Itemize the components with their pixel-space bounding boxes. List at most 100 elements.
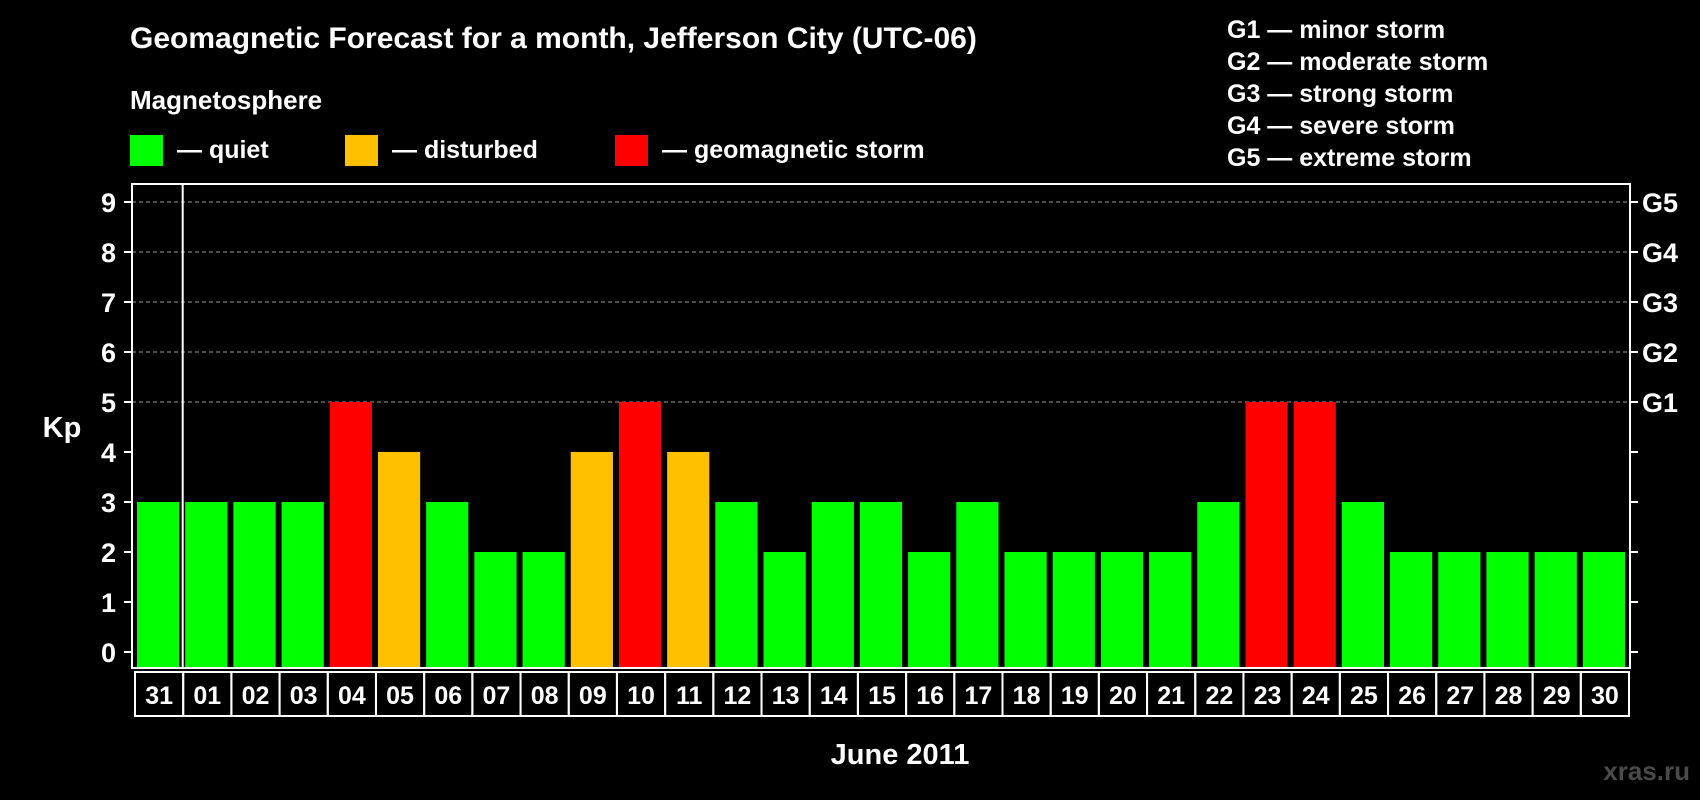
bar-day-02 bbox=[233, 502, 276, 667]
bar-day-04 bbox=[329, 402, 372, 667]
plot-frame bbox=[131, 183, 1631, 669]
x-tick-label-08: 08 bbox=[531, 682, 559, 710]
y-tick-label-4: 4 bbox=[101, 438, 116, 468]
bar-series bbox=[137, 402, 1625, 667]
bar-day-28 bbox=[1486, 552, 1529, 667]
storm-scale-legend: G1 — minor storm G2 — moderate storm G3 — … bbox=[1227, 16, 1488, 172]
y-tick-label-7: 7 bbox=[101, 288, 116, 318]
legend-label-storm: — geomagnetic storm bbox=[662, 136, 925, 164]
x-tick-label-06: 06 bbox=[434, 682, 462, 710]
y-tick-label-9: 9 bbox=[101, 188, 116, 218]
x-tick-label-20: 20 bbox=[1109, 682, 1137, 710]
y-axis-label: Kp bbox=[43, 412, 82, 444]
y-tick-label-0: 0 bbox=[101, 638, 116, 668]
legend-swatch-quiet bbox=[130, 135, 163, 166]
legend-swatch-storm bbox=[615, 135, 648, 166]
watermark: xras.ru bbox=[1603, 756, 1690, 786]
x-tick-label-11: 11 bbox=[676, 682, 703, 710]
bar-day-11 bbox=[667, 452, 710, 667]
grid-lines bbox=[132, 201, 1630, 403]
chart-title: Geomagnetic Forecast for a month, Jeffer… bbox=[130, 22, 977, 55]
bar-day-27 bbox=[1438, 552, 1481, 667]
x-axis: 31 01 02 03 04 05 06 07 08 09 10 11 12 13 14 15 16 17 18 19… bbox=[134, 671, 1630, 717]
bar-day-01 bbox=[185, 502, 228, 667]
bar-day-06 bbox=[426, 502, 469, 667]
bar-day-08 bbox=[522, 552, 565, 667]
chart-subtitle: Magnetosphere bbox=[130, 85, 322, 115]
x-tick-label-27: 27 bbox=[1446, 682, 1474, 710]
bar-day-21 bbox=[1149, 552, 1192, 667]
x-tick-label-12: 12 bbox=[724, 682, 752, 710]
x-axis-label: June 2011 bbox=[831, 739, 970, 771]
x-tick-label-29: 29 bbox=[1543, 682, 1571, 710]
x-tick-label-21: 21 bbox=[1157, 682, 1185, 710]
storm-level-label-g1: G1 bbox=[1642, 388, 1678, 418]
x-tick-label-07: 07 bbox=[483, 682, 511, 710]
x-tick-label-25: 25 bbox=[1350, 682, 1378, 710]
storm-level-axis: G1 G2 G3 G4 G5 bbox=[1630, 188, 1678, 653]
x-tick-label-15: 15 bbox=[868, 682, 896, 710]
storm-scale-entry-g4: G4 — severe storm bbox=[1227, 112, 1455, 140]
y-tick-label-5: 5 bbox=[101, 388, 116, 418]
x-tick-label-28: 28 bbox=[1495, 682, 1523, 710]
x-tick-label-24: 24 bbox=[1302, 682, 1330, 710]
legend-label-disturbed: — disturbed bbox=[392, 136, 538, 164]
x-tick-box-30 bbox=[1579, 671, 1630, 717]
y-tick-label-3: 3 bbox=[101, 488, 116, 518]
storm-scale-entry-g5: G5 — extreme storm bbox=[1227, 144, 1472, 172]
storm-scale-entry-g3: G3 — strong storm bbox=[1227, 80, 1453, 108]
x-tick-label-18: 18 bbox=[1013, 682, 1041, 710]
x-tick-label-31: 31 bbox=[145, 682, 173, 710]
x-tick-label-23: 23 bbox=[1254, 682, 1282, 710]
bar-day-16 bbox=[908, 552, 951, 667]
bar-day-17 bbox=[956, 502, 999, 667]
x-tick-label-10: 10 bbox=[627, 682, 655, 710]
x-tick-label-05: 05 bbox=[386, 682, 414, 710]
legend-label-quiet: — quiet bbox=[177, 136, 269, 164]
x-tick-label-09: 09 bbox=[579, 682, 607, 710]
bar-day-26 bbox=[1390, 552, 1433, 667]
y-tick-label-8: 8 bbox=[101, 238, 116, 268]
bar-day-20 bbox=[1100, 552, 1144, 667]
bar-day-10 bbox=[618, 402, 662, 667]
bar-day-29 bbox=[1534, 552, 1577, 667]
x-tick-label-14: 14 bbox=[820, 682, 848, 710]
x-tick-label-02: 02 bbox=[242, 682, 270, 710]
x-tick-label-01: 01 bbox=[193, 682, 221, 710]
bar-day-24 bbox=[1293, 402, 1336, 667]
bar-day-13 bbox=[763, 552, 806, 667]
storm-level-label-g2: G2 bbox=[1642, 338, 1678, 368]
x-tick-label-19: 19 bbox=[1061, 682, 1089, 710]
storm-level-label-g5: G5 bbox=[1642, 188, 1678, 218]
storm-scale-entry-g1: G1 — minor storm bbox=[1227, 16, 1445, 44]
status-legend: — quiet — disturbed — geomagnetic storm bbox=[130, 135, 925, 166]
x-tick-label-04: 04 bbox=[338, 682, 366, 710]
bar-day-07 bbox=[474, 552, 517, 667]
x-tick-label-26: 26 bbox=[1398, 682, 1426, 710]
y-tick-label-1: 1 bbox=[101, 588, 116, 618]
x-tick-label-13: 13 bbox=[772, 682, 800, 710]
bar-day-22 bbox=[1197, 502, 1240, 667]
bar-day-12 bbox=[715, 502, 758, 667]
y-axis: 0 1 2 3 4 5 6 7 8 9 bbox=[101, 188, 132, 668]
bar-day-05 bbox=[377, 452, 421, 667]
x-tick-label-30: 30 bbox=[1591, 682, 1619, 710]
storm-level-label-g3: G3 bbox=[1642, 288, 1678, 318]
y-tick-label-6: 6 bbox=[101, 338, 116, 368]
bar-day-03 bbox=[281, 502, 324, 667]
storm-scale-entry-g2: G2 — moderate storm bbox=[1227, 48, 1488, 76]
bar-day-14 bbox=[811, 502, 854, 667]
bar-day-18 bbox=[1004, 552, 1047, 667]
bar-day-30 bbox=[1582, 552, 1625, 667]
x-tick-label-16: 16 bbox=[916, 682, 944, 710]
y-tick-label-2: 2 bbox=[101, 538, 116, 568]
bar-day-09 bbox=[570, 452, 613, 667]
bar-day-23 bbox=[1245, 402, 1288, 667]
x-tick-label-22: 22 bbox=[1205, 682, 1233, 710]
bar-day-25 bbox=[1341, 502, 1385, 667]
storm-level-label-g4: G4 bbox=[1642, 238, 1678, 268]
bar-day-15 bbox=[859, 502, 903, 667]
x-tick-label-03: 03 bbox=[290, 682, 318, 710]
bar-day-19 bbox=[1052, 552, 1095, 667]
